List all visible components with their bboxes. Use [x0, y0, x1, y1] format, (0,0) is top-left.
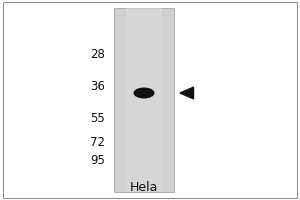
Text: 36: 36: [90, 80, 105, 92]
Text: 28: 28: [90, 47, 105, 60]
Bar: [114, 8, 174, 192]
Text: 72: 72: [90, 136, 105, 148]
Text: Hela: Hela: [130, 181, 158, 194]
Ellipse shape: [134, 88, 154, 98]
Polygon shape: [180, 87, 194, 99]
Bar: [126, 8, 162, 192]
Text: 95: 95: [90, 154, 105, 166]
Text: 55: 55: [90, 112, 105, 124]
